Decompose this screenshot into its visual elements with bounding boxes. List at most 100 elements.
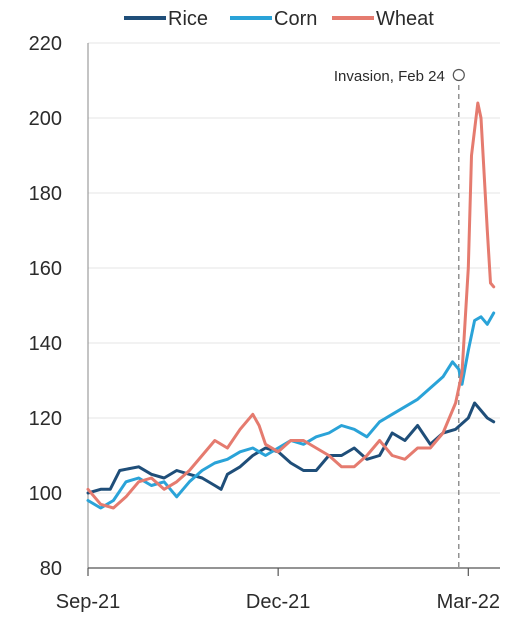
data-point-rice xyxy=(454,428,457,431)
data-point-wheat xyxy=(328,454,330,457)
series-line-wheat xyxy=(86,101,496,510)
data-point-wheat xyxy=(175,480,178,483)
data-point-rice xyxy=(302,469,305,472)
data-point-corn xyxy=(87,499,89,502)
data-point-corn xyxy=(451,360,454,363)
data-point-rice xyxy=(264,447,267,449)
data-point-corn xyxy=(442,375,444,378)
data-point-rice xyxy=(290,462,292,464)
annotation-marker xyxy=(452,68,465,82)
legend-label-wheat: Wheat xyxy=(376,8,434,30)
data-point-wheat xyxy=(315,447,317,449)
data-point-wheat xyxy=(188,469,191,472)
data-point-wheat xyxy=(416,447,419,449)
series-line-rice xyxy=(86,401,496,495)
data-point-corn xyxy=(175,495,178,498)
data-point-rice xyxy=(480,409,482,412)
data-point-rice xyxy=(137,465,140,468)
y-tick-label: 180 xyxy=(29,183,62,205)
data-point-rice xyxy=(486,417,489,419)
data-point-wheat xyxy=(366,454,368,457)
data-point-rice xyxy=(416,424,419,427)
data-point-corn xyxy=(404,405,406,408)
data-point-wheat xyxy=(137,480,140,483)
data-point-wheat xyxy=(480,117,482,119)
data-point-corn xyxy=(467,349,470,352)
data-point-corn xyxy=(366,435,368,438)
data-point-rice xyxy=(340,454,343,457)
data-point-corn xyxy=(302,443,305,446)
data-point-wheat xyxy=(302,439,305,442)
legend-label-rice: Rice xyxy=(168,8,208,30)
x-tick-label: Mar-22 xyxy=(437,591,500,613)
data-point-rice xyxy=(429,443,432,446)
data-point-wheat xyxy=(391,454,394,457)
data-point-wheat xyxy=(467,267,470,269)
data-point-corn xyxy=(99,507,102,509)
data-point-corn xyxy=(188,480,191,483)
data-point-wheat xyxy=(429,447,432,449)
data-point-wheat xyxy=(163,488,165,491)
data-point-rice xyxy=(473,402,476,404)
data-point-wheat xyxy=(470,154,473,157)
data-point-corn xyxy=(213,462,216,464)
series-group xyxy=(86,101,496,510)
data-point-wheat xyxy=(378,439,381,442)
data-point-rice xyxy=(213,484,216,487)
data-point-corn xyxy=(315,435,317,438)
data-point-rice xyxy=(366,458,368,461)
data-point-rice xyxy=(252,454,254,457)
y-tick-label: 120 xyxy=(29,408,62,430)
data-point-corn xyxy=(201,469,203,472)
y-tick-label: 220 xyxy=(29,33,62,55)
data-point-corn xyxy=(492,312,495,314)
data-point-rice xyxy=(353,447,356,449)
data-point-corn xyxy=(163,480,165,483)
data-point-wheat xyxy=(258,424,260,427)
data-point-corn xyxy=(473,319,476,322)
y-tick-label: 160 xyxy=(29,258,62,280)
data-point-rice xyxy=(226,473,229,476)
data-point-corn xyxy=(125,480,127,483)
data-point-wheat xyxy=(213,439,216,442)
data-point-rice xyxy=(99,488,102,491)
data-point-wheat xyxy=(454,402,457,404)
data-point-rice xyxy=(118,469,121,472)
data-point-corn xyxy=(480,315,482,318)
data-point-corn xyxy=(391,413,394,416)
y-tick-label: 80 xyxy=(40,558,62,580)
data-point-corn xyxy=(226,458,229,461)
y-tick-label: 100 xyxy=(29,483,62,505)
data-point-wheat xyxy=(264,443,267,446)
data-point-wheat xyxy=(442,432,444,434)
data-point-rice xyxy=(404,439,406,442)
data-point-wheat xyxy=(87,488,89,491)
x-tick-label: Dec-21 xyxy=(246,591,310,613)
data-point-wheat xyxy=(201,454,203,457)
data-point-corn xyxy=(378,420,381,423)
data-point-wheat xyxy=(290,439,292,442)
data-point-wheat xyxy=(239,428,241,431)
y-tick-label: 200 xyxy=(29,108,62,130)
data-point-corn xyxy=(353,428,356,431)
data-point-corn xyxy=(429,387,432,389)
data-point-wheat xyxy=(489,282,492,284)
data-point-wheat xyxy=(404,458,406,461)
data-point-rice xyxy=(163,477,165,479)
data-point-corn xyxy=(458,368,460,371)
data-point-rice xyxy=(220,488,222,491)
data-point-rice xyxy=(239,465,241,468)
y-tick-label: 140 xyxy=(29,333,62,355)
data-point-rice xyxy=(175,469,178,472)
data-point-rice xyxy=(467,417,470,419)
data-point-corn xyxy=(416,398,419,401)
data-point-corn xyxy=(461,383,463,386)
gridlines xyxy=(88,42,500,494)
legend-label-corn: Corn xyxy=(274,8,317,30)
axes: 80 100 120 140 160 180 200 220 Sep-21 Dec-21 Mar-2… xyxy=(29,33,500,613)
data-point-wheat xyxy=(150,477,153,479)
data-point-wheat xyxy=(486,229,489,232)
annotation-label: Invasion, Feb 24 xyxy=(334,68,445,85)
data-point-corn xyxy=(252,447,254,449)
data-point-rice xyxy=(150,473,153,476)
